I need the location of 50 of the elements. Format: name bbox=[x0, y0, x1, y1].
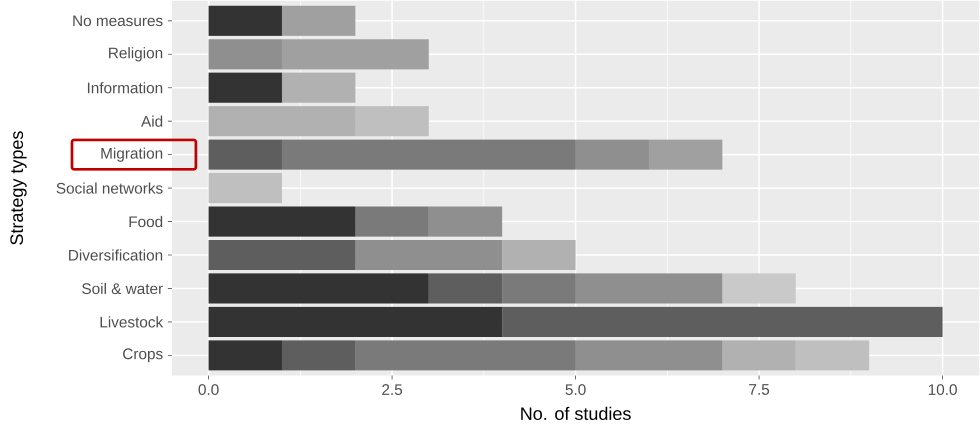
bar bbox=[208, 206, 356, 236]
bar bbox=[355, 206, 429, 236]
bar bbox=[208, 172, 282, 203]
bar bbox=[428, 273, 502, 304]
bar bbox=[282, 39, 429, 70]
bar bbox=[355, 340, 576, 370]
bar bbox=[576, 139, 649, 170]
bar bbox=[355, 106, 429, 136]
bar bbox=[576, 340, 722, 370]
y-tick-label: Livestock bbox=[100, 316, 164, 328]
bar bbox=[208, 72, 282, 103]
bar bbox=[282, 72, 356, 103]
bar bbox=[208, 273, 429, 304]
y-tick-label: Crops bbox=[123, 348, 163, 362]
bar bbox=[282, 139, 576, 170]
x-axis-title: No. of studies bbox=[521, 406, 631, 420]
y-tick-label: Religion bbox=[109, 46, 162, 62]
bar bbox=[722, 340, 796, 370]
x-tick-label: 0.0 bbox=[198, 384, 219, 395]
y-tick-label: No measures bbox=[73, 15, 163, 26]
bar bbox=[355, 240, 502, 270]
x-tick-label: 2.5 bbox=[382, 384, 402, 395]
bar bbox=[282, 6, 356, 36]
y-tick-label: Food bbox=[130, 216, 162, 227]
bar bbox=[282, 340, 356, 370]
y-tick-label: Soil & water bbox=[82, 282, 163, 294]
bar bbox=[502, 273, 576, 304]
bar bbox=[648, 139, 722, 170]
bar bbox=[208, 306, 502, 337]
bar bbox=[208, 340, 282, 370]
bar bbox=[502, 306, 943, 337]
bar bbox=[208, 240, 356, 270]
y-tick-label: Social networks bbox=[56, 182, 163, 194]
y-axis-title: Strategy types bbox=[10, 131, 27, 245]
bar bbox=[502, 240, 576, 270]
bar bbox=[428, 206, 502, 236]
y-tick-label: Information bbox=[88, 82, 162, 94]
y-tick-label: Aid bbox=[141, 115, 162, 127]
bar bbox=[208, 39, 282, 70]
x-tick-label: 10.0 bbox=[928, 384, 957, 395]
bar bbox=[796, 340, 870, 370]
bar bbox=[208, 6, 282, 36]
x-tick-label: 7.5 bbox=[749, 384, 770, 395]
bar bbox=[576, 273, 722, 304]
y-tick-label: Diversification bbox=[69, 249, 162, 260]
bar bbox=[208, 106, 356, 136]
x-tick-label: 5.0 bbox=[566, 384, 586, 395]
bar bbox=[208, 139, 282, 170]
bar bbox=[722, 273, 796, 304]
y-tick-label: Migration bbox=[101, 147, 162, 162]
